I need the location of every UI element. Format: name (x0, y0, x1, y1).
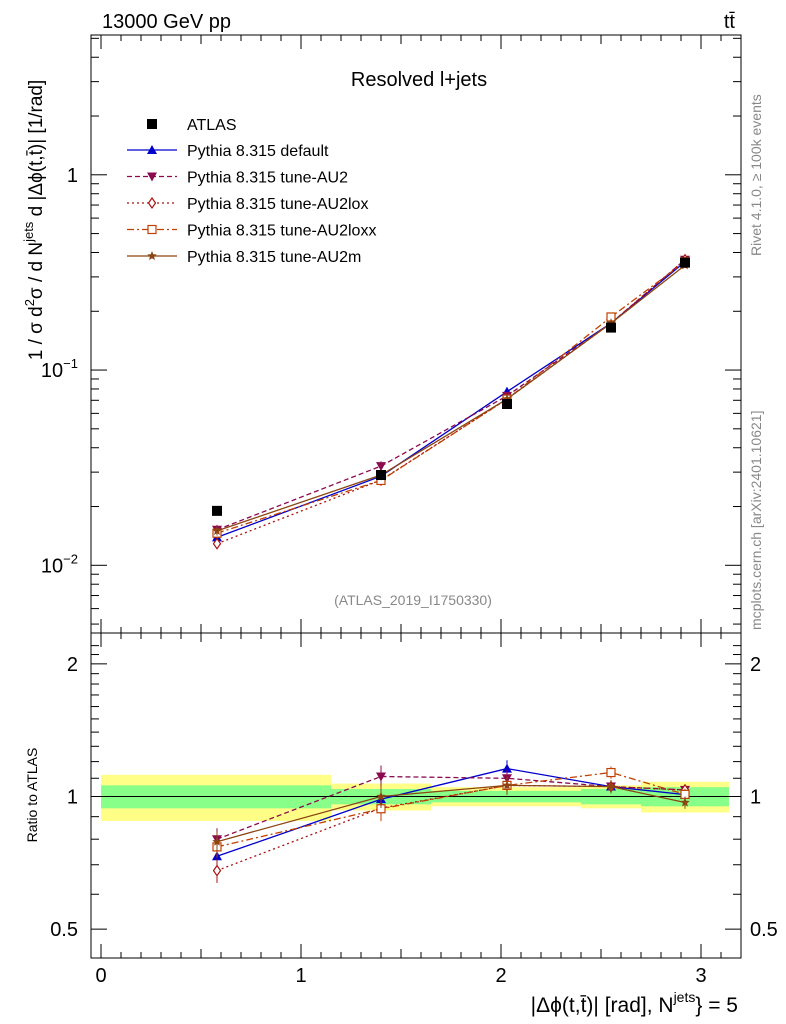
legend-label-4: Pythia 8.315 tune-AU2m (187, 249, 361, 266)
legend-label-0: Pythia 8.315 default (187, 143, 329, 160)
series-line-0 (216, 261, 686, 539)
ratio-tick-label-right: 0.5 (750, 919, 778, 941)
x-tick-label: 2 (495, 965, 506, 987)
ratio-point (212, 864, 222, 877)
series-line-4 (216, 264, 686, 532)
x-tick-label: 0 (95, 965, 106, 987)
legend-marker-4 (147, 251, 157, 261)
data-point (212, 505, 222, 516)
ratio-point (212, 836, 222, 846)
ratio-tick-label: 0.5 (50, 919, 78, 941)
legend: ATLAS Pythia 8.315 default Pythia 8.315 tu… (127, 117, 376, 266)
legend-marker-atlas (147, 119, 157, 129)
legend-label-2: Pythia 8.315 tune-AU2lox (187, 196, 368, 213)
ratio-tick-label-right: 2 (750, 654, 761, 676)
series-point (212, 537, 222, 550)
mcplots-label: mcplots.cern.ch [arXiv:2401.10621] (748, 411, 764, 630)
analysis-tag: (ATLAS_2019_I1750330) (334, 592, 492, 608)
legend-marker-1 (147, 172, 157, 182)
series-line-3 (216, 261, 686, 534)
y-tick-label: 10−2 (41, 551, 78, 577)
series-line-1 (216, 259, 686, 531)
ratio-tick-label: 2 (67, 654, 78, 676)
legend-marker-2 (147, 196, 157, 210)
y-tick-label: 1 (67, 165, 78, 187)
ratio-tick-label-right: 1 (750, 786, 761, 808)
ratio-axis-label: Ratio to ATLAS (24, 748, 40, 843)
y-tick-label: 10−1 (41, 356, 78, 382)
ratio-point (606, 767, 616, 778)
process-label: tt̄ (724, 11, 736, 33)
ratio-point (606, 781, 616, 791)
legend-marker-3 (147, 224, 157, 235)
legend-label-atlas: ATLAS (187, 117, 237, 134)
legend-label-3: Pythia 8.315 tune-AU2loxx (187, 223, 376, 240)
ratio-point (502, 780, 512, 790)
data-point (502, 399, 512, 410)
ratio-series-layer (212, 760, 690, 883)
series-point (212, 525, 222, 535)
rivet-label: Rivet 4.1.0, ≥ 100k events (748, 94, 764, 256)
main-axes: 10−2 10−1 1 (41, 34, 742, 958)
ratio-panel (91, 774, 741, 821)
data-point (376, 470, 386, 481)
ratio-point (376, 772, 386, 782)
y-axis-label: 1 / σ d2σ / d Njets d |Δϕ(t,t̄)| [1/rad] (21, 80, 47, 361)
legend-marker-0 (147, 145, 157, 154)
x-tick-label: 3 (695, 965, 706, 987)
ratio-axes: 0 1 2 3 0.5 0.5 1 1 2 2 (50, 632, 778, 987)
main-series-layer (212, 253, 690, 550)
series-point (502, 394, 512, 404)
energy-label: 13000 GeV pp (102, 11, 231, 33)
ratio-frame (90, 632, 742, 959)
legend-label-1: Pythia 8.315 tune-AU2 (187, 170, 348, 187)
ratio-point (502, 763, 512, 773)
data-point (606, 322, 616, 333)
data-point (680, 257, 690, 268)
ratio-point (376, 791, 386, 801)
ratio-tick-label: 1 (67, 786, 78, 808)
series-line-2 (216, 259, 686, 545)
series-point (376, 462, 386, 472)
x-tick-label: 1 (295, 965, 306, 987)
x-axis-label: |Δϕ(t,t̄)| [rad], Njets} = 5 (531, 989, 738, 1017)
chart-title: Resolved l+jets (351, 69, 487, 91)
ratio-point (680, 797, 690, 807)
